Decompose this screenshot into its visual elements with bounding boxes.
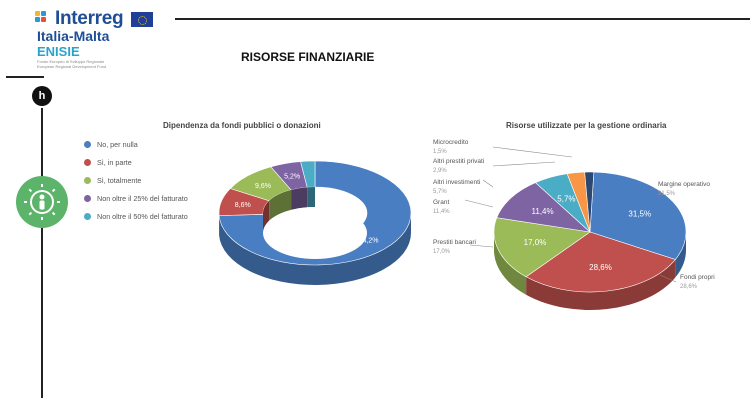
callout-line (464, 199, 494, 208)
data-label: 17,0% (524, 238, 547, 247)
legend-label: Sì, totalmente (97, 176, 142, 185)
callout-line (469, 244, 494, 248)
pie-side (675, 232, 686, 278)
callout-value: 5,7% (433, 189, 447, 195)
gear-person-icon (16, 176, 68, 228)
pie-inner-wall (291, 187, 308, 210)
callout-label: Grant (433, 199, 449, 206)
pie-inner-wall (269, 189, 292, 221)
chart2-title: Risorse utilizzate per la gestione ordin… (506, 121, 667, 130)
logo-project: ENISIE (37, 44, 80, 59)
data-label: 5,2% (284, 173, 300, 180)
legend-swatch (84, 141, 91, 148)
legend-swatch (84, 159, 91, 166)
chart2-callouts: Margine operativo 31,5% Fondi propri 28,6% P… (433, 139, 715, 290)
data-label: 9,6% (255, 183, 271, 190)
chart1-pie: 74,2% 8,6% 9,6% 5,2% (218, 160, 412, 285)
data-label: 11,4% (532, 207, 554, 216)
pie-slice (525, 231, 676, 293)
logo-fine-print: Fondo Europeo di Sviluppo Regionale Euro… (37, 59, 107, 69)
data-label: 8,6% (235, 202, 251, 209)
legend-label: No, per nulla (97, 140, 138, 149)
data-label: 28,6% (589, 263, 612, 272)
pie-inner-wall (263, 200, 270, 233)
callout-label: Altri investimenti (433, 179, 480, 186)
callout-line (482, 179, 494, 188)
interreg-logo: Interreg Italia-Malta ENISIE Fondo Europ… (35, 8, 175, 69)
callout-label: Altri prestiti privati (433, 158, 484, 165)
legend-item: No, per nulla (84, 140, 234, 149)
callout-value: 11,4% (433, 209, 450, 215)
data-label: 31,5% (628, 209, 651, 218)
legend-label: Non oltre il 50% del fatturato (97, 212, 188, 221)
callout-label: Prestiti bancari (433, 239, 476, 246)
legend-swatch (84, 177, 91, 184)
data-label: 74,2% (359, 237, 379, 244)
donut-hole (263, 207, 367, 259)
callout-value: 1,5% (433, 149, 447, 155)
legend-item: Non oltre il 50% del fatturato (84, 212, 234, 221)
chart1-legend: No, per nulla Sì, in parte Sì, totalmente N… (84, 140, 234, 230)
callout-label: Fondi propri (680, 274, 715, 281)
pie-slice (496, 182, 591, 233)
pie-side (219, 213, 411, 285)
legend-item: Sì, totalmente (84, 176, 234, 185)
pie-inner-wall (307, 187, 315, 208)
pie-side (494, 232, 527, 295)
callout-label: Margine operativo (658, 181, 710, 188)
legend-swatch (84, 213, 91, 220)
header-rule (175, 18, 750, 20)
callout-label: Microcredito (433, 139, 469, 146)
eu-flag-icon (131, 11, 154, 27)
section-badge: h (32, 86, 52, 106)
logo-program: Italia-Malta (37, 28, 110, 44)
chart2-pie: 31,5% 28,6% 17,0% 11,4%5,7% (493, 171, 687, 310)
callout-value: 31,5% (658, 191, 676, 197)
callout-value: 17,0% (433, 249, 451, 255)
chart1-title: Dipendenza da fondi pubblici o donazioni (163, 121, 321, 130)
timeline-line (41, 108, 43, 398)
legend-label: Sì, in parte (97, 158, 132, 167)
data-label: 5,7% (557, 195, 575, 204)
page-title: RISORSE FINANZIARIE (241, 50, 375, 64)
callout-line (492, 161, 556, 167)
legend-item: Sì, in parte (84, 158, 234, 167)
pie-slice (584, 171, 595, 233)
pie-slice (589, 171, 687, 260)
callout-value: 28,6% (680, 284, 698, 290)
legend-item: Non oltre il 25% del fatturato (84, 194, 234, 203)
callout-value: 2,9% (433, 168, 447, 174)
logo-brand: Interreg (55, 8, 124, 29)
legend-swatch (84, 195, 91, 202)
pie-slice (493, 217, 591, 278)
logo-mark-icon (35, 11, 53, 27)
callout-line (659, 274, 677, 283)
side-rule (6, 76, 44, 78)
legend-label: Non oltre il 25% del fatturato (97, 194, 188, 203)
callout-line (492, 146, 573, 158)
pie-side (526, 259, 676, 310)
